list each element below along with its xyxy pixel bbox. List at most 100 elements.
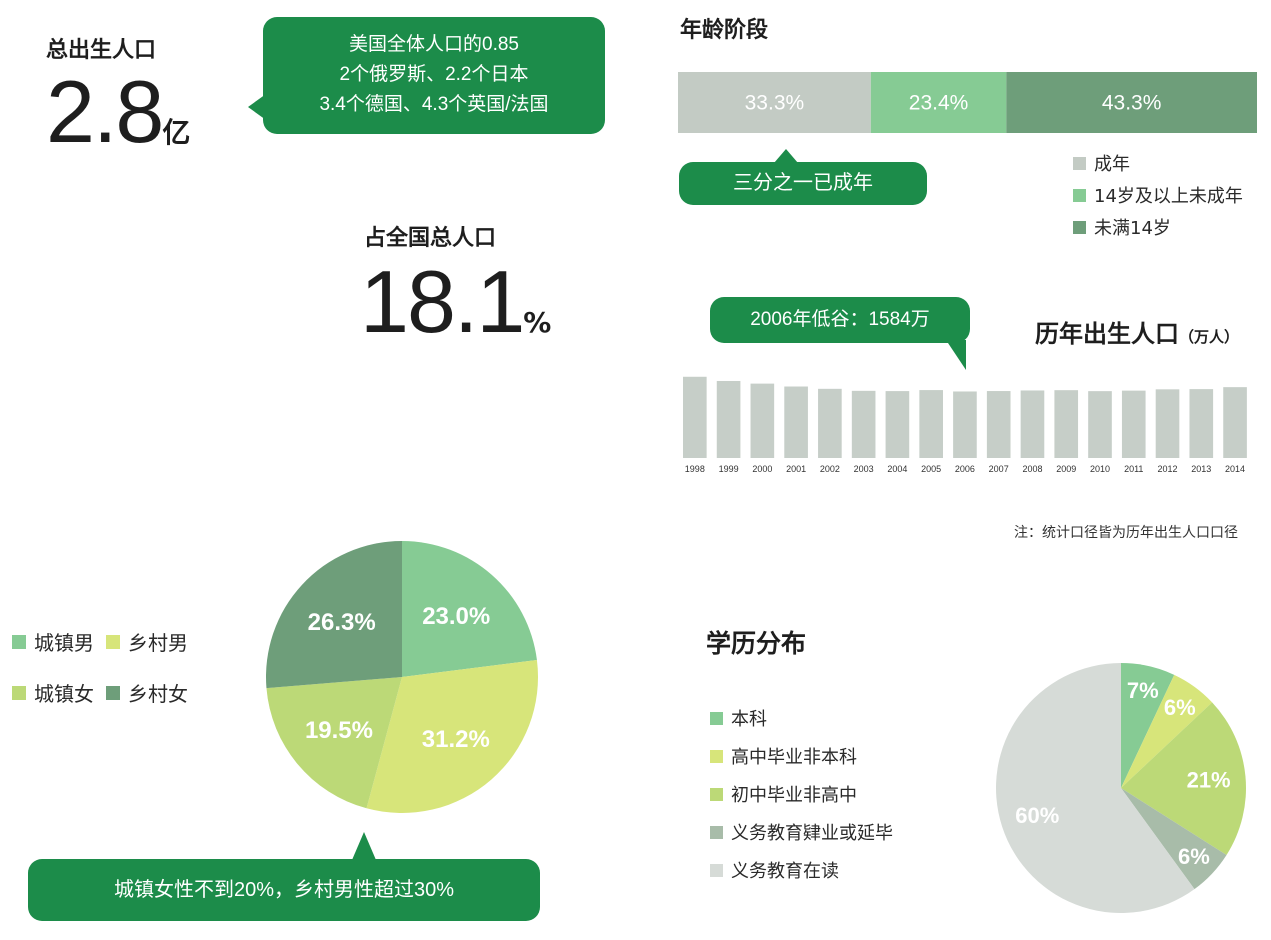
- education-slice: [1121, 674, 1213, 788]
- legend-item-dropout: 义务教育肄业或延毕: [710, 819, 893, 845]
- low-point-bubble: 2006年低谷：1584万: [710, 297, 970, 343]
- year-tick-label: 2002: [820, 464, 840, 474]
- year-tick-label: 2007: [989, 464, 1009, 474]
- birth-bar: [1189, 389, 1214, 458]
- year-tick-label: 2005: [921, 464, 941, 474]
- legend-label: 义务教育在读: [731, 861, 839, 882]
- legend-label: 未满14岁: [1094, 218, 1171, 239]
- births-bar-chart: 1998 1999 2000 2001 2002 2003 2004 2005 2006 2007…: [683, 376, 1247, 474]
- population-comparison-bubble: 美国全体人口的0.85 2个俄罗斯、2.2个日本 3.4个德国、4.3个英国/法…: [263, 17, 605, 134]
- birth-bar: [716, 380, 741, 458]
- gender-slice-label: 26.3%: [308, 609, 376, 636]
- age-segment-label: 23.4%: [909, 92, 969, 115]
- age-segment-label: 43.3%: [1102, 92, 1162, 115]
- legend-item-rural-male: 乡村男: [106, 627, 188, 656]
- legend-swatch: [12, 634, 26, 649]
- bubble-line: 2个俄罗斯、2.2个日本: [339, 64, 529, 85]
- education-slice-label: 7%: [1127, 678, 1159, 703]
- year-tick-label: 2012: [1158, 464, 1178, 474]
- legend-swatch: [106, 685, 120, 700]
- birth-bar: [1121, 390, 1146, 458]
- legend-swatch: [710, 863, 723, 877]
- birth-bar: [1155, 389, 1180, 458]
- education-slice-label: 60%: [1015, 803, 1059, 828]
- legend-item-adult: 成年: [1073, 150, 1243, 176]
- legend-label: 高中毕业非本科: [731, 747, 857, 768]
- total-birth-value: 2.8: [46, 62, 164, 161]
- age-segment: [1006, 72, 1257, 133]
- bubble-line: 3.4个德国、4.3个英国/法国: [319, 94, 549, 115]
- legend-item-bachelor: 本科: [710, 705, 893, 731]
- age-stage-title: 年龄阶段: [680, 18, 769, 43]
- gender-area-pie: 23.0% 31.2% 19.5% 26.3%: [266, 541, 538, 813]
- gender-slice: [266, 677, 402, 809]
- birth-bar: [885, 391, 910, 458]
- gender-slice-label: 31.2%: [422, 726, 490, 753]
- birth-bar: [818, 388, 842, 458]
- gender-area-bubble: 城镇女性不到20%，乡村男性超过30%: [28, 859, 540, 921]
- legend-swatch: [1073, 156, 1086, 170]
- total-birth-figure: 2.8亿: [46, 68, 190, 156]
- bubble-line: 美国全体人口的0.85: [349, 34, 519, 55]
- share-figure: 18.1%: [360, 258, 551, 346]
- age-segment-label: 33.3%: [745, 92, 805, 115]
- year-tick-label: 2006: [955, 464, 975, 474]
- share-unit: %: [523, 306, 552, 339]
- birth-bar: [919, 390, 943, 458]
- gender-slice: [402, 541, 537, 677]
- gender-slice: [366, 659, 538, 813]
- birth-bar: [784, 386, 808, 458]
- births-note: 注：统计口径皆为历年出生人口口径: [1014, 525, 1238, 541]
- year-tick-label: 2011: [1124, 464, 1143, 474]
- education-pie: 7%6%21%6%60%: [996, 663, 1246, 913]
- birth-bar: [1223, 387, 1247, 458]
- birth-bar: [1088, 391, 1112, 458]
- birth-bar: [851, 390, 876, 458]
- legend-swatch: [106, 634, 120, 649]
- total-birth-label: 总出生人口: [46, 38, 157, 63]
- legend-label: 14岁及以上未成年: [1094, 186, 1243, 207]
- legend-label: 城镇女: [34, 682, 94, 706]
- legend-swatch: [710, 787, 723, 801]
- legend-item-in-school: 义务教育在读: [710, 857, 893, 883]
- year-tick-label: 2008: [1022, 464, 1042, 474]
- bubble-tail: [352, 832, 376, 860]
- year-tick-label: 1999: [719, 464, 739, 474]
- education-title: 学历分布: [706, 629, 807, 658]
- gender-slice-label: 23.0%: [422, 603, 490, 630]
- year-tick-label: 2013: [1191, 464, 1211, 474]
- legend-item-urban-female: 城镇女: [12, 678, 94, 707]
- year-tick-label: 1998: [685, 464, 705, 474]
- legend-item-highschool: 高中毕业非本科: [710, 743, 893, 769]
- education-slice: [1121, 788, 1227, 890]
- share-value: 18.1: [360, 252, 525, 351]
- legend-item-rural-female: 乡村女: [106, 678, 188, 707]
- year-tick-label: 2009: [1056, 464, 1076, 474]
- legend-swatch: [710, 711, 723, 725]
- education-slice-label: 21%: [1187, 767, 1231, 792]
- age-segment: [870, 72, 1007, 133]
- legend-swatch: [12, 685, 26, 700]
- education-slice-label: 6%: [1164, 695, 1196, 720]
- bubble-tail: [946, 340, 966, 370]
- birth-bar: [1020, 390, 1045, 458]
- education-slice: [1121, 702, 1246, 855]
- birth-bar: [986, 391, 1011, 458]
- education-slice: [996, 663, 1195, 913]
- legend-item-urban-male: 城镇男: [12, 627, 94, 656]
- total-birth-unit: 亿: [162, 116, 191, 149]
- education-slice-label: 6%: [1178, 844, 1210, 869]
- education-slice: [1121, 663, 1175, 788]
- legend-label: 城镇男: [34, 631, 94, 655]
- legend-label: 乡村女: [128, 682, 188, 706]
- year-tick-label: 2003: [854, 464, 874, 474]
- education-legend: 本科 高中毕业非本科 初中毕业非高中 义务教育肄业或延毕 义务教育在读: [710, 705, 893, 883]
- gender-slice-label: 19.5%: [305, 717, 373, 744]
- bubble-tail: [774, 149, 798, 163]
- birth-bar: [1054, 390, 1079, 458]
- legend-label: 成年: [1094, 154, 1130, 175]
- legend-swatch: [1073, 188, 1086, 202]
- gender-slice: [266, 541, 402, 689]
- legend-label: 本科: [731, 709, 767, 730]
- legend-item-child: 未满14岁: [1073, 214, 1243, 240]
